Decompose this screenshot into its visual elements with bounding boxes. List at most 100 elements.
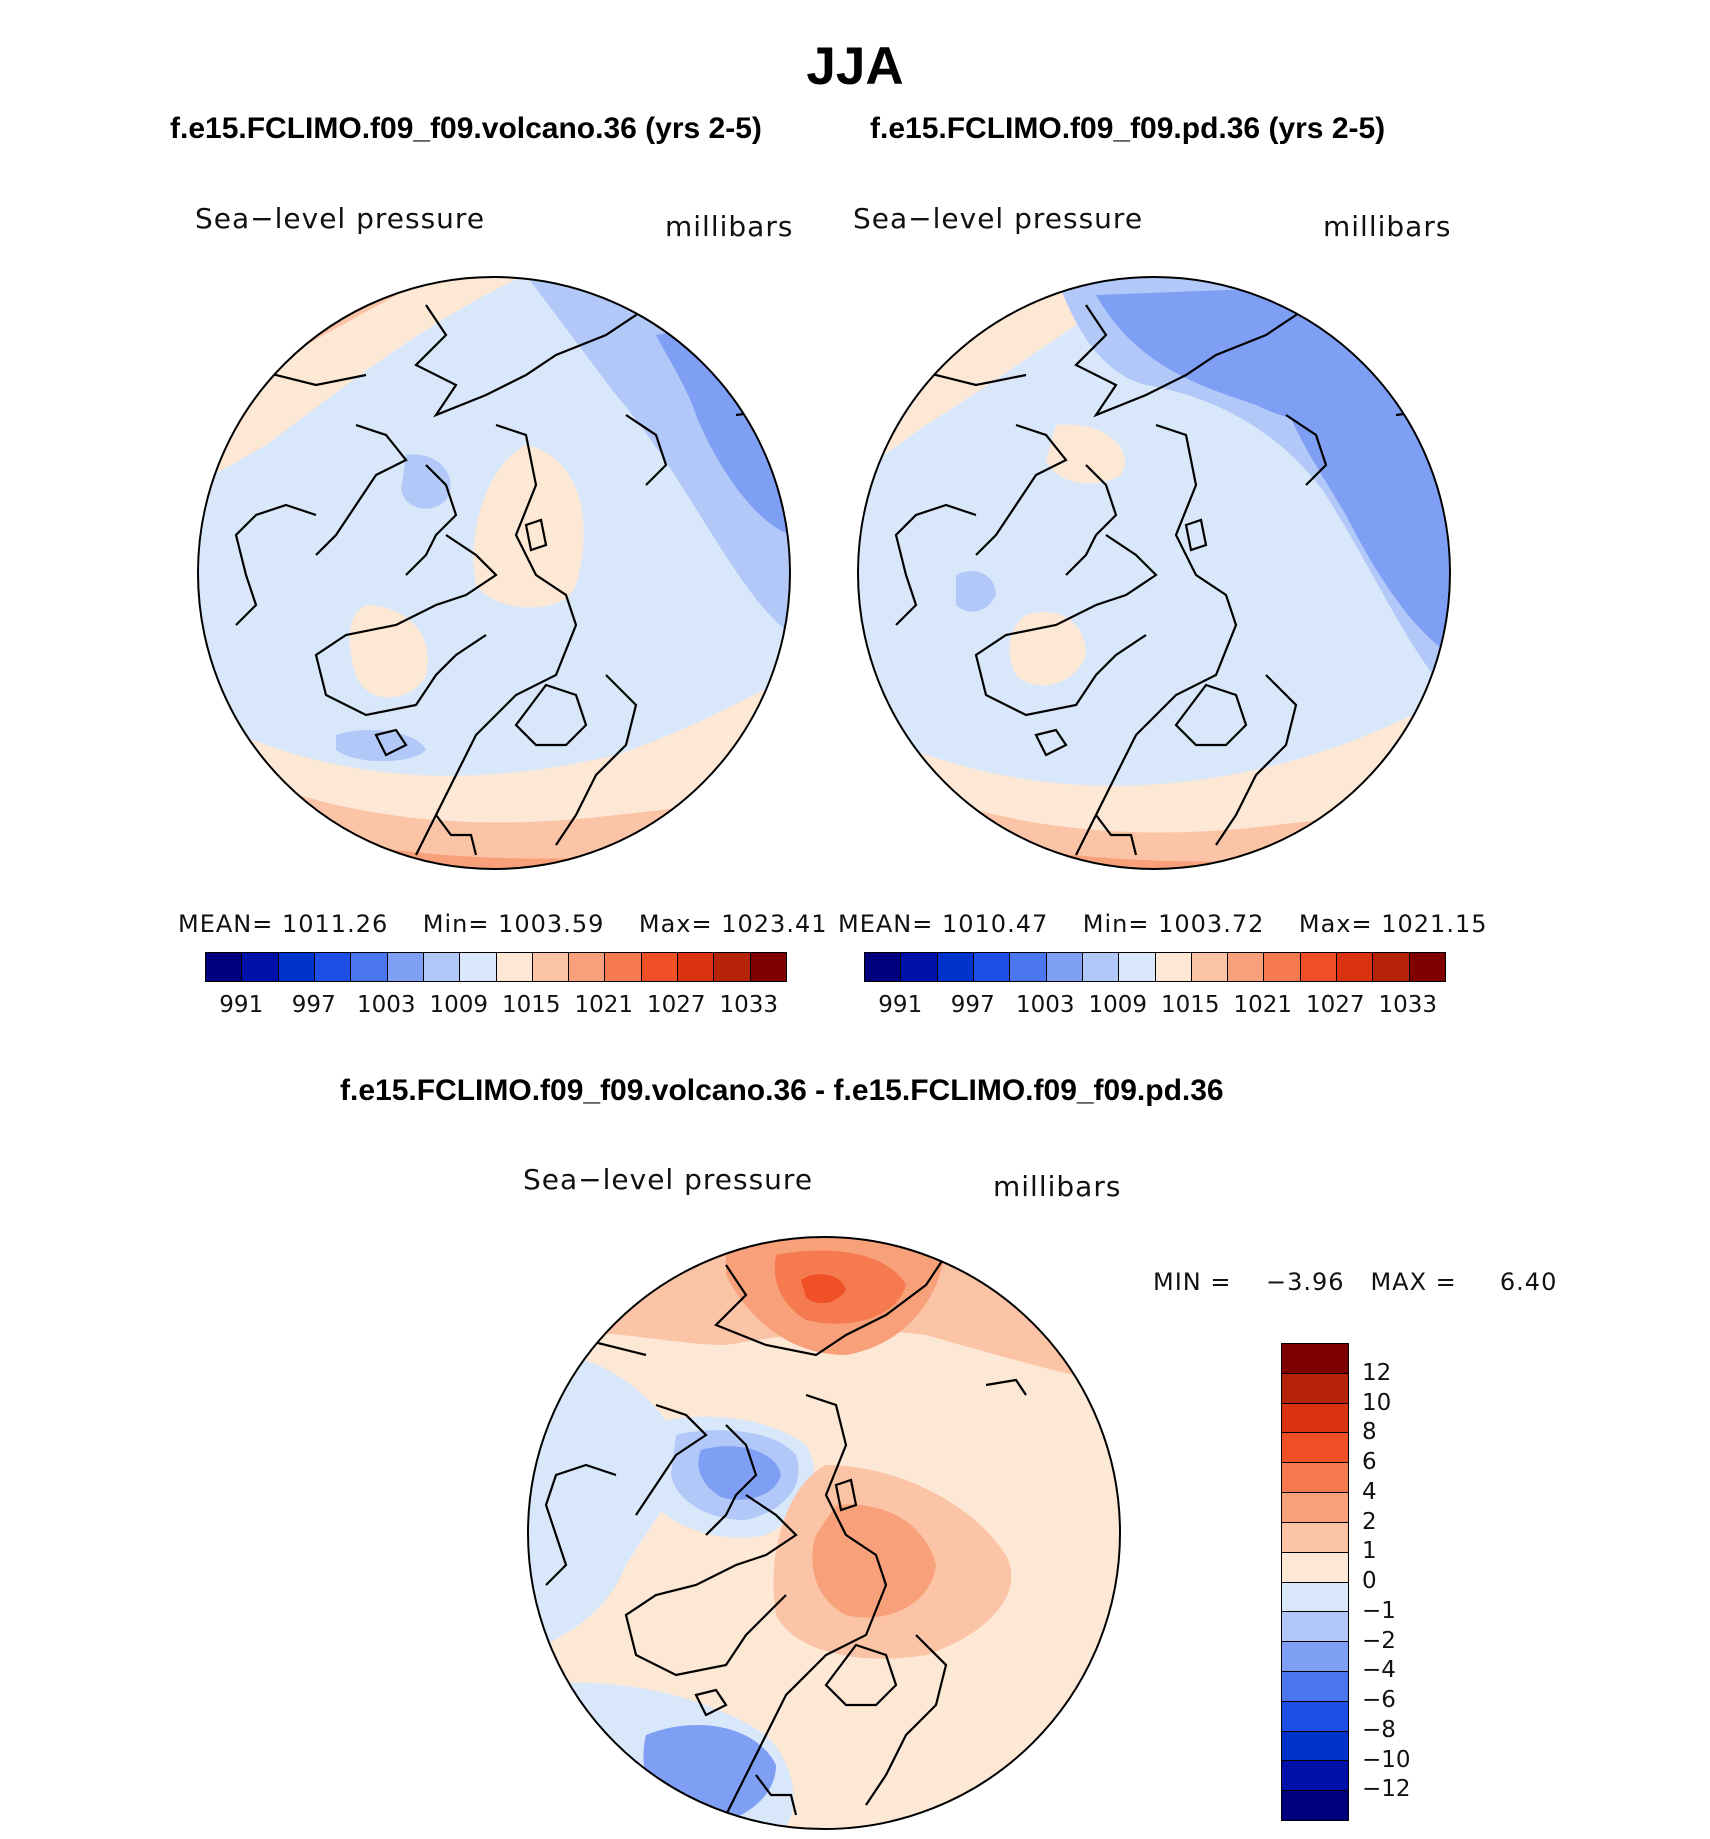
difference-colorbar-swatch	[1282, 1582, 1348, 1613]
difference-colorbar-tick-label: 0	[1362, 1568, 1377, 1594]
left-colorbar-swatch	[641, 953, 679, 981]
difference-colorbar	[1281, 1343, 1349, 1821]
left-min-label: Min=	[422, 910, 490, 938]
diff-stats: MIN = −3.96 MAX = 6.40	[1153, 1268, 1557, 1296]
right-min-label: Min=	[1082, 910, 1150, 938]
left-colorbar-swatch	[242, 953, 279, 981]
difference-colorbar-swatch	[1282, 1731, 1348, 1762]
difference-colorbar-swatch	[1282, 1344, 1348, 1374]
difference-colorbar-tick-label: 8	[1362, 1419, 1377, 1446]
left-colorbar-tick-label: 1009	[429, 992, 489, 1018]
right-colorbar-swatch	[1191, 953, 1229, 981]
left-colorbar-swatch	[387, 953, 424, 981]
difference-colorbar-tick-label: 6	[1362, 1449, 1377, 1475]
right-stats: MEAN= 1010.47 Min= 1003.72 Max= 1021.15	[838, 910, 1488, 938]
right-colorbar-tick-label: 1003	[1015, 992, 1075, 1018]
diff-max-label: MAX =	[1370, 1268, 1457, 1296]
right-colorbar-swatch	[1337, 953, 1374, 981]
difference-colorbar-tick-label: 1	[1362, 1538, 1377, 1565]
right-colorbar-tick-label: 991	[878, 992, 923, 1018]
left-colorbar-swatch	[278, 953, 315, 981]
right-colorbar-swatch	[1010, 953, 1047, 981]
difference-colorbar-swatch	[1282, 1463, 1348, 1494]
right-colorbar-swatch	[901, 953, 938, 981]
right-colorbar-swatch	[973, 953, 1011, 981]
difference-colorbar-swatch	[1282, 1671, 1348, 1702]
difference-colorbar-swatch	[1282, 1701, 1348, 1732]
left-colorbar-tick-label: 1021	[574, 992, 634, 1018]
left-colorbar-tick-label: 1015	[501, 992, 561, 1018]
diff-variable-label: Sea−level pressure	[523, 1163, 814, 1196]
left-colorbar-swatch	[351, 953, 388, 981]
difference-colorbar-tick-label: 2	[1362, 1508, 1377, 1535]
left-panel-title: f.e15.FCLIMO.f09_f09.volcano.36 (yrs 2-5…	[170, 112, 762, 145]
right-panel-title: f.e15.FCLIMO.f09_f09.pd.36 (yrs 2-5)	[870, 112, 1386, 145]
difference-colorbar-swatch	[1282, 1761, 1348, 1792]
left-mean-value: 1011.26	[282, 910, 389, 938]
right-colorbar-tick-label: 1033	[1378, 992, 1438, 1018]
left-colorbar-swatch	[569, 953, 606, 981]
right-max-label: Max=	[1298, 910, 1373, 938]
left-colorbar-swatch	[206, 953, 243, 981]
left-mean-label: MEAN=	[178, 910, 274, 938]
difference-colorbar-tick-label: 10	[1362, 1389, 1392, 1416]
difference-colorbar-tick-label: −4	[1362, 1657, 1396, 1684]
right-colorbar-tick-label: 1021	[1233, 992, 1293, 1018]
right-colorbar-swatch	[1300, 953, 1338, 981]
difference-colorbar-tick-label: 12	[1362, 1359, 1392, 1386]
diff-max-value: 6.40	[1499, 1268, 1558, 1296]
right-colorbar-tick-label: 1027	[1305, 992, 1365, 1018]
difference-colorbar-tick-label: −6	[1362, 1687, 1396, 1713]
right-colorbar-swatch	[1119, 953, 1156, 981]
difference-panel-title: f.e15.FCLIMO.f09_f09.volcano.36 - f.e15.…	[340, 1074, 1224, 1107]
difference-polar-map	[527, 1236, 1121, 1830]
left-variable-label: Sea−level pressure	[195, 202, 486, 235]
left-colorbar-tick-label: 1003	[356, 992, 416, 1018]
left-colorbar-swatch	[532, 953, 570, 981]
left-units-label: millibars	[665, 210, 794, 243]
right-colorbar-tick-label: 1009	[1088, 992, 1148, 1018]
difference-colorbar-swatch	[1282, 1612, 1348, 1643]
left-colorbar-swatch	[678, 953, 715, 981]
right-colorbar-swatch	[1155, 953, 1192, 981]
left-stats: MEAN= 1011.26 Min= 1003.59 Max= 1023.41	[178, 910, 828, 938]
right-colorbar-swatch	[1082, 953, 1120, 981]
right-units-label: millibars	[1323, 210, 1452, 243]
figure-title: JJA	[806, 37, 904, 96]
right-colorbar-ticks: 991 997 1003 1009 1015 1021 1027 1033	[864, 992, 1444, 1022]
difference-colorbar-swatch	[1282, 1642, 1348, 1672]
difference-colorbar-tick-label: −10	[1362, 1746, 1411, 1773]
left-colorbar-swatch	[605, 953, 642, 981]
right-colorbar-swatch	[1409, 953, 1445, 981]
difference-colorbar-tick-label: −12	[1362, 1776, 1411, 1803]
difference-colorbar-swatch	[1282, 1791, 1348, 1820]
left-colorbar-tick-label: 1027	[646, 992, 706, 1018]
difference-colorbar-swatch	[1282, 1433, 1348, 1464]
right-colorbar-tick-label: 1015	[1160, 992, 1220, 1018]
left-colorbar-swatch	[314, 953, 352, 981]
right-max-value: 1021.15	[1381, 910, 1488, 938]
right-colorbar-swatch	[1228, 953, 1265, 981]
right-colorbar-swatch	[1264, 953, 1301, 981]
diff-units-label: millibars	[993, 1170, 1122, 1203]
right-variable-label: Sea−level pressure	[853, 202, 1144, 235]
difference-colorbar-ticks: 12 10 8 6 4 2 1 0 −1 −2 −4 −6 −8 −10 −12	[1362, 1343, 1452, 1819]
right-colorbar-swatch	[1373, 953, 1410, 981]
left-colorbar-ticks: 991 997 1003 1009 1015 1021 1027 1033	[205, 992, 785, 1022]
left-colorbar-swatch	[750, 953, 786, 981]
left-colorbar-swatch	[496, 953, 533, 981]
difference-colorbar-tick-label: −2	[1362, 1627, 1396, 1654]
difference-colorbar-tick-label: −1	[1362, 1597, 1396, 1624]
difference-colorbar-swatch	[1282, 1493, 1348, 1523]
left-max-label: Max=	[638, 910, 713, 938]
left-max-value: 1023.41	[721, 910, 828, 938]
difference-colorbar-swatch	[1282, 1373, 1348, 1404]
left-colorbar-swatch	[423, 953, 461, 981]
right-polar-map	[857, 276, 1451, 870]
left-polar-map	[197, 276, 791, 870]
left-colorbar-tick-label: 1033	[719, 992, 779, 1018]
right-min-value: 1003.72	[1158, 910, 1265, 938]
left-colorbar	[205, 952, 787, 982]
right-colorbar-swatch	[937, 953, 974, 981]
right-colorbar	[864, 952, 1446, 982]
